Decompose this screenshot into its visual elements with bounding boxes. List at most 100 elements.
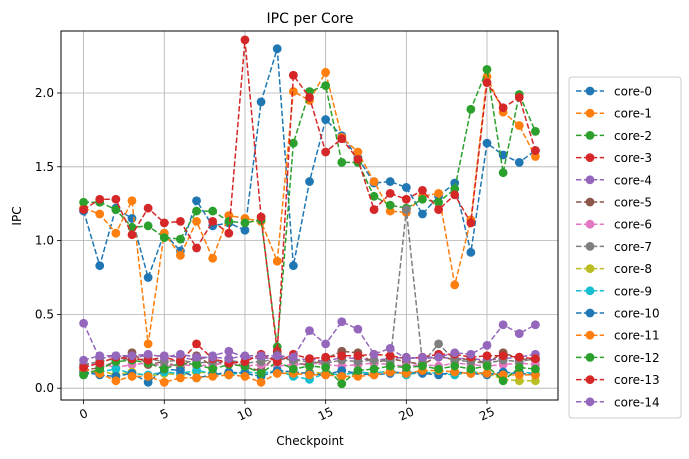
- data-point: [272, 44, 282, 54]
- data-point: [369, 349, 379, 359]
- data-point: [401, 183, 411, 192]
- data-point: [531, 354, 540, 364]
- data-point: [240, 218, 250, 228]
- legend-label: core-6: [614, 218, 652, 232]
- data-point: [482, 78, 492, 88]
- legend-label: core-4: [614, 173, 652, 187]
- legend-label: core-8: [614, 262, 652, 276]
- data-point: [305, 177, 314, 186]
- series-line: [83, 70, 537, 345]
- data-point: [305, 354, 314, 364]
- data-point: [95, 261, 105, 271]
- data-point: [321, 339, 331, 349]
- data-point: [288, 70, 298, 80]
- data-point: [143, 203, 153, 213]
- data-point: [418, 194, 427, 204]
- ticks: 0 5 10 15 20 25 0.0 0.5 1.0 1.5 2.0: [35, 86, 497, 424]
- data-point: [466, 218, 476, 228]
- legend-item: core-10: [576, 307, 660, 321]
- legend-item: core-1: [576, 107, 652, 121]
- data-point: [288, 364, 298, 374]
- data-point: [305, 93, 314, 102]
- data-point: [79, 197, 88, 207]
- data-point: [95, 358, 105, 368]
- data-point: [321, 147, 331, 157]
- data-point: [401, 354, 411, 364]
- legend: core-0 core-1 core-2 core-3 core-4 core-5 core…: [568, 76, 682, 419]
- data-point: [240, 351, 250, 361]
- data-point: [256, 377, 266, 387]
- legend-marker: [585, 330, 595, 340]
- legend-marker: [585, 264, 595, 273]
- data-point: [111, 351, 121, 361]
- data-point: [79, 355, 88, 365]
- data-point: [531, 146, 540, 155]
- legend-marker: [585, 175, 595, 185]
- data-point: [498, 376, 508, 386]
- data-point: [450, 361, 460, 371]
- data-point: [208, 371, 218, 381]
- legend-item: core-14: [576, 395, 660, 409]
- data-point: [143, 273, 153, 282]
- data-point: [240, 371, 250, 381]
- x-tick-label: 20: [396, 404, 416, 423]
- data-point: [192, 360, 201, 369]
- series-line: [83, 209, 536, 366]
- x-tick-label: 0: [77, 406, 90, 422]
- plot-frame: [60, 30, 559, 401]
- legend-marker: [585, 286, 595, 296]
- series-line: [83, 362, 536, 369]
- data-point: [531, 126, 540, 136]
- data-point: [450, 280, 460, 290]
- data-point: [176, 250, 185, 260]
- data-point: [159, 218, 169, 228]
- data-point: [434, 188, 443, 198]
- legend-marker: [585, 197, 595, 207]
- data-point: [159, 233, 169, 243]
- data-point: [514, 363, 524, 372]
- data-point: [192, 352, 201, 362]
- data-point: [111, 228, 121, 238]
- data-point: [192, 243, 201, 253]
- data-point: [434, 352, 443, 362]
- legend-label: core-7: [614, 240, 652, 254]
- data-point: [369, 205, 379, 214]
- data-point: [369, 364, 379, 374]
- legend-marker: [585, 308, 595, 318]
- legend-box: [568, 76, 682, 419]
- data-point: [127, 371, 137, 381]
- legend-label: core-3: [614, 151, 652, 165]
- data-point: [498, 351, 508, 361]
- series-line: [82, 48, 536, 280]
- data-point: [176, 217, 185, 226]
- data-point: [514, 370, 524, 380]
- data-point: [143, 349, 153, 359]
- series-group: [79, 35, 540, 389]
- data-point: [256, 351, 266, 361]
- legend-item: core-9: [576, 284, 652, 298]
- legend-item: core-5: [576, 196, 652, 210]
- data-point: [288, 138, 298, 148]
- data-point: [240, 225, 250, 235]
- data-point: [111, 205, 121, 214]
- data-point: [111, 194, 121, 204]
- legend-item: core-13: [576, 373, 660, 387]
- data-point: [466, 104, 476, 114]
- data-point: [208, 206, 218, 216]
- data-point: [79, 370, 88, 380]
- x-tick-label: 10: [235, 404, 255, 423]
- data-point: [305, 361, 314, 371]
- data-point: [208, 352, 218, 362]
- legend-item: core-8: [576, 262, 652, 276]
- data-point: [288, 87, 298, 96]
- data-point: [385, 361, 395, 371]
- data-point: [514, 121, 524, 130]
- data-point: [482, 361, 492, 371]
- legend-marker: [585, 153, 595, 163]
- data-point: [192, 373, 201, 383]
- data-point: [401, 194, 411, 204]
- data-point: [337, 134, 347, 144]
- data-point: [159, 377, 169, 387]
- legend-item: core-4: [576, 173, 652, 187]
- series-core-0: [79, 44, 540, 282]
